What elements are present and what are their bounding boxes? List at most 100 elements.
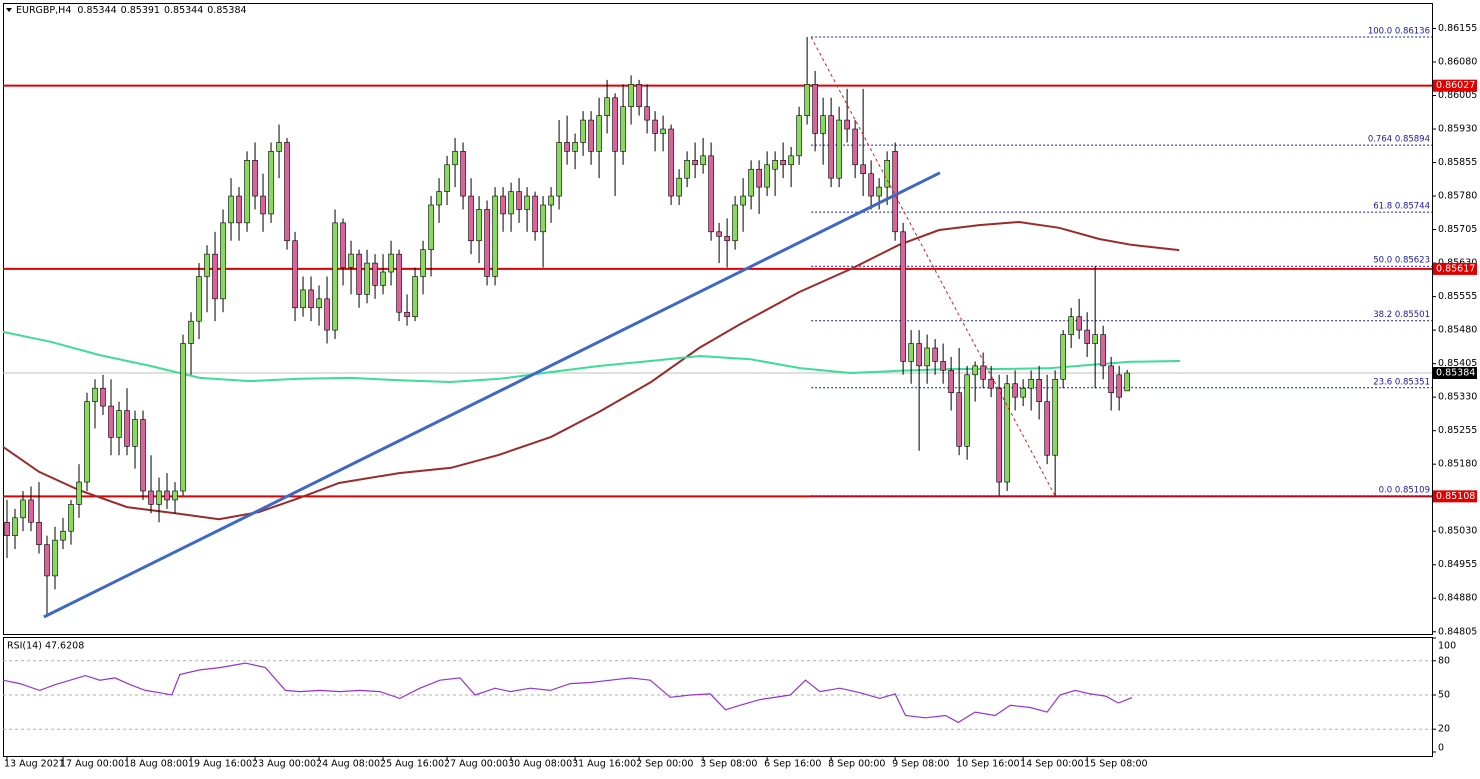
candle-body bbox=[316, 298, 322, 309]
symbol: EURGBP,H4 bbox=[16, 5, 71, 16]
moving-average bbox=[2, 330, 1181, 384]
candle-body bbox=[508, 191, 514, 215]
candle-body bbox=[700, 155, 706, 166]
candle-body bbox=[836, 119, 842, 179]
candle-body bbox=[988, 378, 994, 389]
y-tick-label: 0.85480 bbox=[1438, 325, 1477, 336]
candle-body bbox=[484, 209, 490, 277]
y-tick-label: 0.85780 bbox=[1438, 191, 1477, 202]
candle-body bbox=[636, 84, 642, 107]
candle-body bbox=[884, 160, 890, 188]
candle-body bbox=[908, 343, 914, 362]
candle-body bbox=[788, 155, 794, 166]
candle-body bbox=[388, 253, 394, 273]
candle-body bbox=[620, 106, 626, 152]
x-tick-label: 2 Sep 00:00 bbox=[636, 759, 693, 770]
candle-body bbox=[732, 204, 738, 242]
candle-body bbox=[436, 191, 442, 206]
candle-body bbox=[892, 151, 898, 233]
y-tick-label: 0.84880 bbox=[1438, 593, 1477, 604]
y-tick-label: 0.86080 bbox=[1438, 56, 1477, 67]
candle-body bbox=[852, 128, 858, 166]
candle-body bbox=[12, 517, 18, 536]
candle-body bbox=[212, 253, 218, 300]
candle-body bbox=[228, 195, 234, 224]
x-tick-label: 9 Sep 08:00 bbox=[892, 759, 949, 770]
y-tick-label: 0.85255 bbox=[1438, 425, 1477, 436]
y-tick-label: 0.85330 bbox=[1438, 392, 1477, 403]
candle-body bbox=[1108, 365, 1114, 393]
y-tick-label: 50 bbox=[1438, 690, 1450, 701]
candle-body bbox=[84, 401, 90, 483]
candle-body bbox=[1084, 329, 1090, 344]
candle-body bbox=[1012, 383, 1018, 398]
candle-body bbox=[948, 370, 954, 393]
open: 0.85344 bbox=[77, 5, 116, 16]
y-tick-label: 0.86155 bbox=[1438, 23, 1477, 34]
candle-body bbox=[668, 128, 674, 197]
candle-body bbox=[340, 222, 346, 268]
candle-body bbox=[540, 204, 546, 233]
candle-body bbox=[452, 151, 458, 166]
candle-body bbox=[116, 410, 122, 438]
candle-body bbox=[500, 195, 506, 215]
level-box bbox=[1433, 79, 1477, 92]
candle-body bbox=[68, 504, 74, 532]
candle-body bbox=[148, 490, 154, 505]
x-tick-label: 30 Aug 08:00 bbox=[508, 759, 572, 770]
y-tick-label: 0.85030 bbox=[1438, 526, 1477, 537]
candle-body bbox=[124, 410, 130, 447]
candle-body bbox=[532, 195, 538, 233]
candle-body bbox=[596, 115, 602, 152]
y-tick-label: 0.85705 bbox=[1438, 224, 1477, 235]
candle-body bbox=[604, 97, 610, 116]
x-tick-label: 27 Aug 00:00 bbox=[444, 759, 508, 770]
candle-body bbox=[844, 119, 850, 130]
candle-body bbox=[172, 490, 178, 501]
candle-body bbox=[708, 155, 714, 233]
candle-body bbox=[980, 365, 986, 380]
candle-body bbox=[140, 419, 146, 492]
candle-body bbox=[1060, 334, 1066, 380]
candle-body bbox=[932, 347, 938, 362]
y-tick-label: 20 bbox=[1438, 724, 1450, 735]
trendline bbox=[43, 171, 941, 619]
candle-body bbox=[740, 195, 746, 206]
candle-body bbox=[20, 499, 26, 519]
candle-body bbox=[1044, 401, 1050, 456]
fib-label: 0.0 0.85109 bbox=[1379, 485, 1430, 495]
candle-body bbox=[820, 115, 826, 134]
candle-body bbox=[1124, 372, 1130, 392]
fib-label: 0.764 0.85894 bbox=[1368, 135, 1430, 145]
candle-body bbox=[716, 231, 722, 237]
candle-body bbox=[420, 249, 426, 277]
candle-body bbox=[1028, 378, 1034, 389]
candle-body bbox=[4, 521, 10, 536]
candle-body bbox=[548, 195, 554, 206]
y-tick-label: 0.85930 bbox=[1438, 124, 1477, 135]
candle-body bbox=[300, 289, 306, 309]
candle-body bbox=[412, 276, 418, 318]
candle-body bbox=[244, 160, 250, 224]
candle-body bbox=[924, 347, 930, 367]
high: 0.85391 bbox=[121, 5, 160, 16]
candle-body bbox=[564, 142, 570, 152]
candle-body bbox=[956, 392, 962, 447]
price-box bbox=[1433, 367, 1477, 380]
x-tick-label: 14 Sep 00:00 bbox=[1020, 759, 1083, 770]
candle-body bbox=[236, 195, 242, 224]
candle-body bbox=[1092, 334, 1098, 344]
candle-body bbox=[268, 151, 274, 215]
candle-body bbox=[396, 253, 402, 313]
candle-body bbox=[612, 97, 618, 152]
candle-body bbox=[652, 119, 658, 134]
candle-body bbox=[660, 128, 666, 134]
candle-body bbox=[324, 298, 330, 331]
menu-arrow[interactable] bbox=[6, 8, 12, 12]
candle-body bbox=[556, 142, 562, 197]
x-tick-label: 6 Sep 16:00 bbox=[764, 759, 821, 770]
candle-body bbox=[780, 160, 786, 166]
x-tick-label: 19 Aug 16:00 bbox=[188, 759, 252, 770]
candle-body bbox=[572, 142, 578, 152]
